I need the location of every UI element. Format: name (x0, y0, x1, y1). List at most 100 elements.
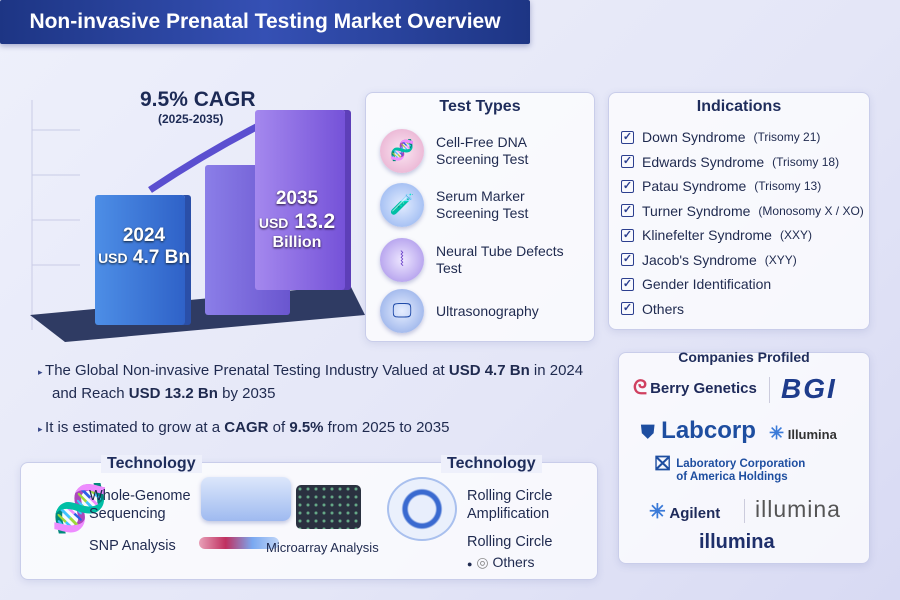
technology-heading-left: Technology (101, 455, 202, 473)
berry-genetics-name: Berry Genetics (650, 380, 757, 397)
rca-label-line: Amplification (467, 506, 550, 522)
page-title: Non-invasive Prenatal Testing Market Ove… (0, 0, 530, 44)
illumina-logo-blue: illumina (699, 531, 775, 553)
rolling-circle-label: Rolling Circle (467, 534, 553, 550)
checkbox-icon: ✓ (621, 204, 634, 217)
microarray-label: Microarray Analysis (266, 540, 379, 555)
test-types-heading: Test Types (439, 98, 521, 115)
illumina-logo: ✳ Illumina (769, 423, 837, 444)
test-type-item: 🧪 Serum Marker Screening Test (380, 183, 528, 227)
others-label: Others (492, 554, 535, 570)
indication-name: Patau Syndrome (642, 178, 747, 194)
indication-name: Others (642, 300, 685, 317)
test-type-label: Cell-Free DNA (436, 134, 528, 150)
test-tubes-icon: 🧪 (380, 183, 424, 227)
labcorp-shield-icon: ⛊ (641, 422, 655, 442)
wgs-label-line: Whole-Genome (89, 488, 191, 504)
bar-2024 (95, 195, 185, 325)
indication-item: ✓ Down Syndrome (Trisomy 21) (621, 129, 820, 145)
indication-name: Down Syndrome (642, 129, 746, 145)
starburst-icon: ✳ (649, 501, 666, 523)
indication-name: Edwards Syndrome (642, 153, 765, 170)
labcorp-holdings-logo: ⛝ Laboratory Corporation of America Holdin… (655, 453, 806, 484)
snp-label: SNP Analysis (89, 538, 176, 554)
summary-text-part: from 2025 to 2035 (323, 419, 450, 436)
indication-item: ✓ Turner Syndrome (Monosomy X / XO) (621, 203, 864, 219)
dna-icon: 🧬 (380, 129, 424, 173)
checkbox-icon: ✓ (621, 130, 634, 144)
agilent-name: Agilent (669, 505, 721, 522)
checkbox-icon: ✓ (621, 277, 634, 291)
indication-item: ✓ Jacob's Syndrome (XYY) (621, 252, 797, 268)
indication-name: Jacob's Syndrome (642, 251, 757, 268)
companies-panel: Companies Profiled ᘓ Berry Genetics BGI ⛊… (618, 349, 870, 564)
bar-2035 (255, 110, 345, 290)
rca-label: Rolling Circle Amplification (467, 487, 552, 523)
summary-highlight: 9.5% (289, 419, 324, 436)
summary-highlight: CAGR (224, 419, 269, 436)
indication-name: Turner Syndrome (642, 202, 751, 219)
cagr-label: 9.5% CAGR (140, 88, 256, 111)
bar-2035-year: 2035 (275, 188, 319, 209)
labcorp-holdings-name: Laboratory Corporation (676, 458, 806, 470)
test-type-item: 🧬 Cell-Free DNA Screening Test (380, 129, 528, 173)
berry-genetics-logo: ᘓ Berry Genetics (633, 377, 757, 400)
technology-panel: Technology Technology 🧬 Whole-Genome Sequ… (20, 455, 598, 580)
petri-dish-icon (387, 477, 457, 541)
checkbox-icon: ✓ (621, 228, 634, 242)
berry-genetics-icon: ᘓ (633, 377, 648, 399)
bar-2024-currency: USD (98, 250, 128, 266)
indication-name: Klinefelter Syndrome (642, 227, 772, 243)
labcorp-holdings-name: of America Holdings (676, 471, 788, 483)
labcorp-holdings-icon: ⛝ (655, 453, 671, 475)
bar-2035-currency: USD (258, 215, 289, 231)
indication-note: (XXY) (779, 228, 812, 242)
test-type-label: Neural Tube Defects (436, 243, 564, 259)
indication-note: (Trisomy 13) (754, 179, 822, 193)
checkbox-icon: ✓ (621, 179, 634, 193)
indication-item: ✓ Patau Syndrome (Trisomy 13) (621, 178, 821, 194)
wgs-label-line: Sequencing (89, 506, 166, 522)
agilent-logo: ✳ Agilent (649, 499, 720, 524)
indication-name: Gender Identification (642, 276, 772, 292)
starburst-icon: ✳ (769, 423, 785, 443)
test-types-panel: Test Types 🧬 Cell-Free DNA Screening Test … (365, 92, 595, 342)
cagr-period: (2025-2035) (158, 112, 224, 126)
labcorp-logo: ⛊ Labcorp (641, 417, 756, 445)
cartridge-icon (199, 537, 279, 549)
bar-2035-value: 13.2 (294, 210, 336, 233)
illumina-name: Illumina (787, 427, 837, 442)
bar-2035-suffix: Billion (272, 234, 322, 251)
bar-2024-value: 4.7 Bn (132, 247, 190, 268)
microarray-chip-icon (296, 485, 361, 529)
indication-note: (Monosomy X / XO) (758, 203, 864, 218)
summary-text-part: The Global Non-invasive Prenatal Testing… (45, 362, 449, 379)
summary-text-part: in 2024 (529, 362, 584, 379)
summary-highlight: USD 4.7 Bn (448, 362, 530, 379)
test-type-label: Ultrasonography (436, 302, 539, 319)
market-bar-chart: 9.5% CAGR (2025-2035) 2024 USD 4.7 Bn 20… (20, 80, 365, 350)
summary-text: ▸ The Global Non-invasive Prenatal Testi… (38, 362, 584, 436)
checkbox-icon: ✓ (621, 155, 634, 168)
bgi-logo: BGI (781, 373, 837, 404)
indication-note: (Trisomy 21) (753, 130, 821, 144)
summary-text-part: It is estimated to grow at a (45, 419, 225, 436)
indication-note: (Trisomy 18) (772, 154, 840, 169)
others-item: ● ◎ Others (467, 554, 535, 570)
illumina-logo-gray: illumina (755, 496, 841, 522)
test-type-label: Screening Test (436, 151, 529, 167)
indication-note: (XYY) (764, 252, 797, 267)
wgs-label: Whole-Genome Sequencing (89, 487, 191, 523)
ultrasound-monitor-icon: 🖵 (380, 289, 424, 333)
rca-label-line: Rolling Circle (467, 488, 553, 504)
test-type-label: Screening Test (436, 205, 529, 221)
indication-item: ✓ Others (621, 301, 684, 317)
summary-text-part: of (268, 419, 290, 436)
indications-heading: Indications (696, 98, 782, 115)
test-type-item: 🖵 Ultrasonography (380, 289, 539, 333)
spine-icon: ⦚ (380, 238, 424, 282)
test-type-label: Serum Marker (436, 188, 525, 204)
indications-panel: Indications ✓ Down Syndrome (Trisomy 21) ✓ E… (608, 92, 870, 330)
technology-heading-right: Technology (441, 455, 542, 473)
indication-item: ✓ Edwards Syndrome (Trisomy 18) (621, 154, 839, 170)
